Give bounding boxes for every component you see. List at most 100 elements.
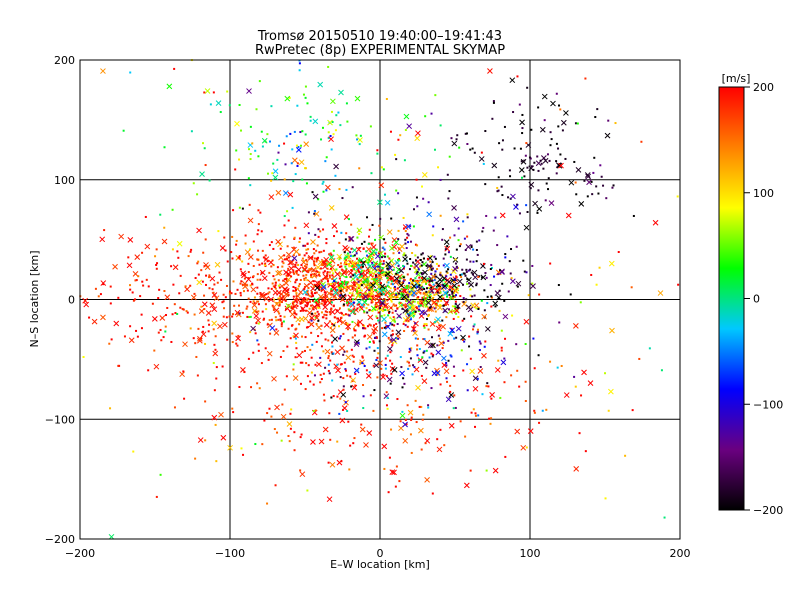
dot-point (320, 332, 323, 335)
dot-point (298, 62, 301, 65)
dot-point (489, 284, 492, 287)
dot-point (248, 148, 251, 151)
dot-point (253, 301, 256, 304)
dot-point (526, 86, 529, 89)
dot-point (182, 308, 185, 311)
cross-point (428, 288, 435, 294)
dot-point (463, 301, 466, 304)
cross-point (435, 316, 441, 323)
cross-point (499, 212, 506, 219)
dot-point (434, 257, 437, 260)
dot-point (439, 273, 442, 276)
dot-point (507, 290, 510, 293)
dot-point (482, 162, 485, 165)
dot-point (394, 153, 397, 156)
dot-point (349, 254, 352, 257)
dot-point (267, 172, 270, 175)
dot-point (300, 433, 303, 436)
dot-point (313, 374, 316, 377)
dot-point (377, 252, 380, 255)
dot-point (294, 281, 297, 284)
dot-point (395, 272, 398, 275)
cross-point (415, 384, 421, 391)
dot-point (415, 292, 418, 295)
dot-point (354, 329, 357, 332)
dot-point (297, 285, 300, 288)
dot-point (258, 263, 261, 266)
dot-point (497, 189, 500, 192)
dot-point (109, 407, 112, 410)
dot-point (440, 299, 443, 302)
dot-point (420, 253, 423, 256)
dot-point (235, 149, 238, 152)
dot-point (257, 303, 260, 306)
dot-point (376, 152, 379, 155)
dot-point (341, 197, 344, 200)
dot-point (407, 292, 410, 295)
dot-point (285, 277, 288, 280)
dot-point (141, 280, 144, 283)
cross-point (421, 378, 428, 384)
dot-point (370, 297, 373, 300)
cross-point (268, 194, 275, 200)
dot-point (326, 272, 329, 275)
dot-point (373, 264, 376, 267)
dot-point (436, 373, 439, 376)
dot-point (270, 265, 273, 268)
dot-point (351, 292, 354, 295)
dot-point (365, 369, 368, 372)
dot-point (344, 369, 347, 372)
dot-point (422, 338, 425, 341)
dot-point (298, 59, 301, 62)
dot-point (370, 242, 373, 245)
dot-point (595, 283, 598, 286)
dot-point (348, 468, 351, 471)
cross-point (427, 342, 434, 349)
dot-point (257, 300, 260, 303)
dot-point (344, 401, 347, 404)
dot-point (230, 292, 233, 295)
dot-point (371, 295, 374, 298)
dot-point (281, 260, 284, 263)
dot-point (325, 237, 328, 240)
cross-point (261, 275, 268, 282)
dot-point (390, 299, 393, 302)
cross-point (317, 81, 324, 88)
dot-point (287, 267, 290, 270)
dot-point (372, 340, 375, 343)
cross-point (314, 285, 321, 291)
dot-point (400, 366, 403, 369)
dot-point (307, 211, 310, 214)
dot-point (240, 447, 243, 450)
dot-point (310, 292, 313, 295)
dot-point (207, 319, 210, 322)
dot-point (254, 332, 257, 335)
dot-point (294, 337, 297, 340)
cross-point (310, 439, 316, 445)
dot-point (428, 284, 431, 287)
dot-point (375, 262, 378, 265)
dot-point (305, 326, 308, 329)
dot-point (127, 256, 130, 259)
dot-point (221, 301, 224, 304)
dot-point (441, 347, 444, 350)
dot-point (200, 269, 203, 272)
dot-point (330, 148, 333, 151)
dot-point (473, 294, 476, 297)
cross-point (565, 212, 572, 219)
dot-point (360, 276, 363, 279)
dot-point (423, 338, 426, 341)
dot-point (436, 291, 439, 294)
dot-point (400, 292, 403, 295)
dot-point (376, 376, 379, 379)
cross-point (247, 217, 254, 224)
dot-point (135, 279, 138, 282)
dot-point (256, 273, 259, 276)
dot-point (417, 268, 420, 271)
dot-point (448, 416, 451, 419)
dot-point (117, 364, 120, 367)
cross-point (451, 282, 458, 289)
dot-point (466, 363, 469, 366)
dot-point (277, 279, 280, 282)
dot-point (311, 312, 314, 315)
